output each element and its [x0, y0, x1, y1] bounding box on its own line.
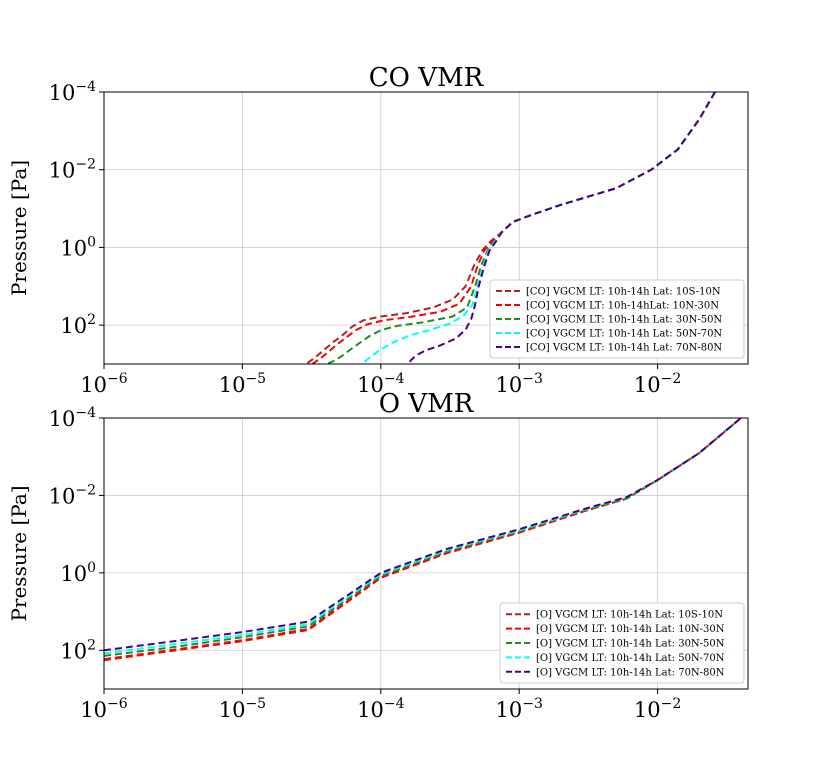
chart-title: O VMR: [379, 389, 475, 419]
y-tick-label: 10−2: [49, 482, 96, 508]
x-tick-label: 10−2: [634, 696, 681, 722]
x-tick-label: 10−4: [357, 696, 404, 722]
x-tick-label: 10−2: [634, 371, 681, 397]
o-vmr-chart: 10−6 10−5 10−4 10−3 10−2 10−4 10−2 100 102 O VMR P…: [7, 389, 749, 722]
legend-label: [O] VGCM LT: 10h-14h Lat: 30N-50N: [536, 639, 725, 650]
legend-box: [499, 602, 745, 684]
legend: [O] VGCM LT: 10h-14h Lat: 10S-10N [O] VGC…: [499, 602, 745, 684]
legend-label: [CO] VGCM LT: 10h-14hLat: 10N-30N: [526, 301, 719, 312]
series-line: [104, 418, 742, 652]
y-tick-label: 102: [60, 312, 96, 338]
co-vmr-chart: 10−6 10−5 10−4 10−3 10−2 10−4 10−2 100 102 CO VMR…: [7, 63, 749, 397]
series-line: [408, 92, 716, 364]
legend-label: [CO] VGCM LT: 10h-14h Lat: 10S-10N: [526, 287, 721, 298]
y-axis-label: Pressure [Pa]: [7, 160, 31, 296]
series-group: [104, 418, 742, 662]
y-tick-label: 10−4: [49, 405, 96, 431]
y-tick-label: 102: [60, 637, 96, 663]
chart-title: CO VMR: [369, 63, 485, 93]
x-tick-label: 10−5: [219, 696, 266, 722]
legend-label: [CO] VGCM LT: 10h-14h Lat: 70N-80N: [526, 343, 722, 354]
x-tick-label: 10−5: [219, 371, 266, 397]
legend-label: [O] VGCM LT: 10h-14h Lat: 50N-70N: [536, 653, 725, 664]
x-tick-label: 10−6: [80, 696, 127, 722]
y-axis-label: Pressure [Pa]: [7, 485, 31, 621]
plot-frame: [103, 91, 749, 365]
y-tick-label: 10−2: [49, 157, 96, 183]
legend: [CO] VGCM LT: 10h-14h Lat: 10S-10N [CO] V…: [489, 279, 745, 359]
x-tick-label: 10−3: [496, 371, 543, 397]
legend-label: [O] VGCM LT: 10h-14h Lat: 10N-30N: [536, 624, 725, 635]
y-tick-label: 10−4: [49, 79, 96, 105]
y-tick-label: 100: [60, 234, 96, 260]
legend-label: [O] VGCM LT: 10h-14h Lat: 10S-10N: [536, 610, 723, 621]
legend-label: [CO] VGCM LT: 10h-14h Lat: 30N-50N: [526, 315, 722, 326]
legend-label: [CO] VGCM LT: 10h-14h Lat: 50N-70N: [526, 329, 722, 340]
y-tick-label: 100: [60, 560, 96, 586]
x-tick-label: 10−4: [357, 371, 404, 397]
x-tick-label: 10−6: [80, 371, 127, 397]
legend-label: [O] VGCM LT: 10h-14h Lat: 70N-80N: [536, 667, 725, 678]
x-tick-label: 10−3: [496, 696, 543, 722]
plot-frame: [103, 417, 749, 690]
legend-box: [489, 279, 745, 359]
series-group: [305, 92, 716, 364]
